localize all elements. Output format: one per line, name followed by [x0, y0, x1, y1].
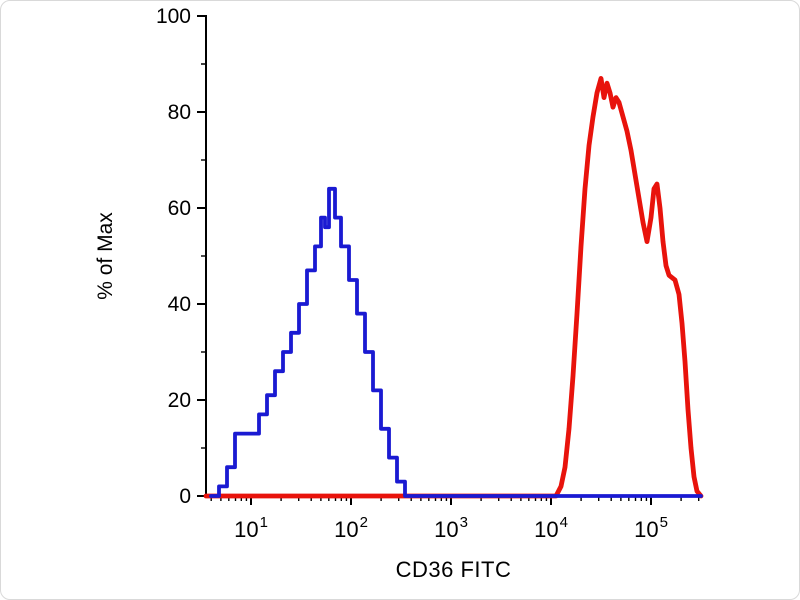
red-histogram-curve: [203, 76, 704, 499]
y-tick-label: 80: [168, 101, 191, 124]
y-tick-label: 60: [168, 197, 191, 220]
x-tick-label: 103: [434, 514, 468, 542]
x-tick-label: 104: [534, 514, 568, 542]
y-axis-title: % of Max: [94, 212, 117, 300]
x-axis-title: CD36 FITC: [395, 557, 512, 582]
y-tick-label: 100: [156, 5, 191, 28]
x-tick-label: 105: [634, 514, 668, 542]
x-tick-label: 102: [334, 514, 368, 542]
x-tick-label: 101: [234, 514, 268, 542]
y-tick-label: 20: [168, 389, 191, 412]
y-tick-label: 40: [168, 293, 191, 316]
y-tick-label: 0: [179, 485, 191, 508]
blue-histogram-curve: [209, 186, 703, 498]
